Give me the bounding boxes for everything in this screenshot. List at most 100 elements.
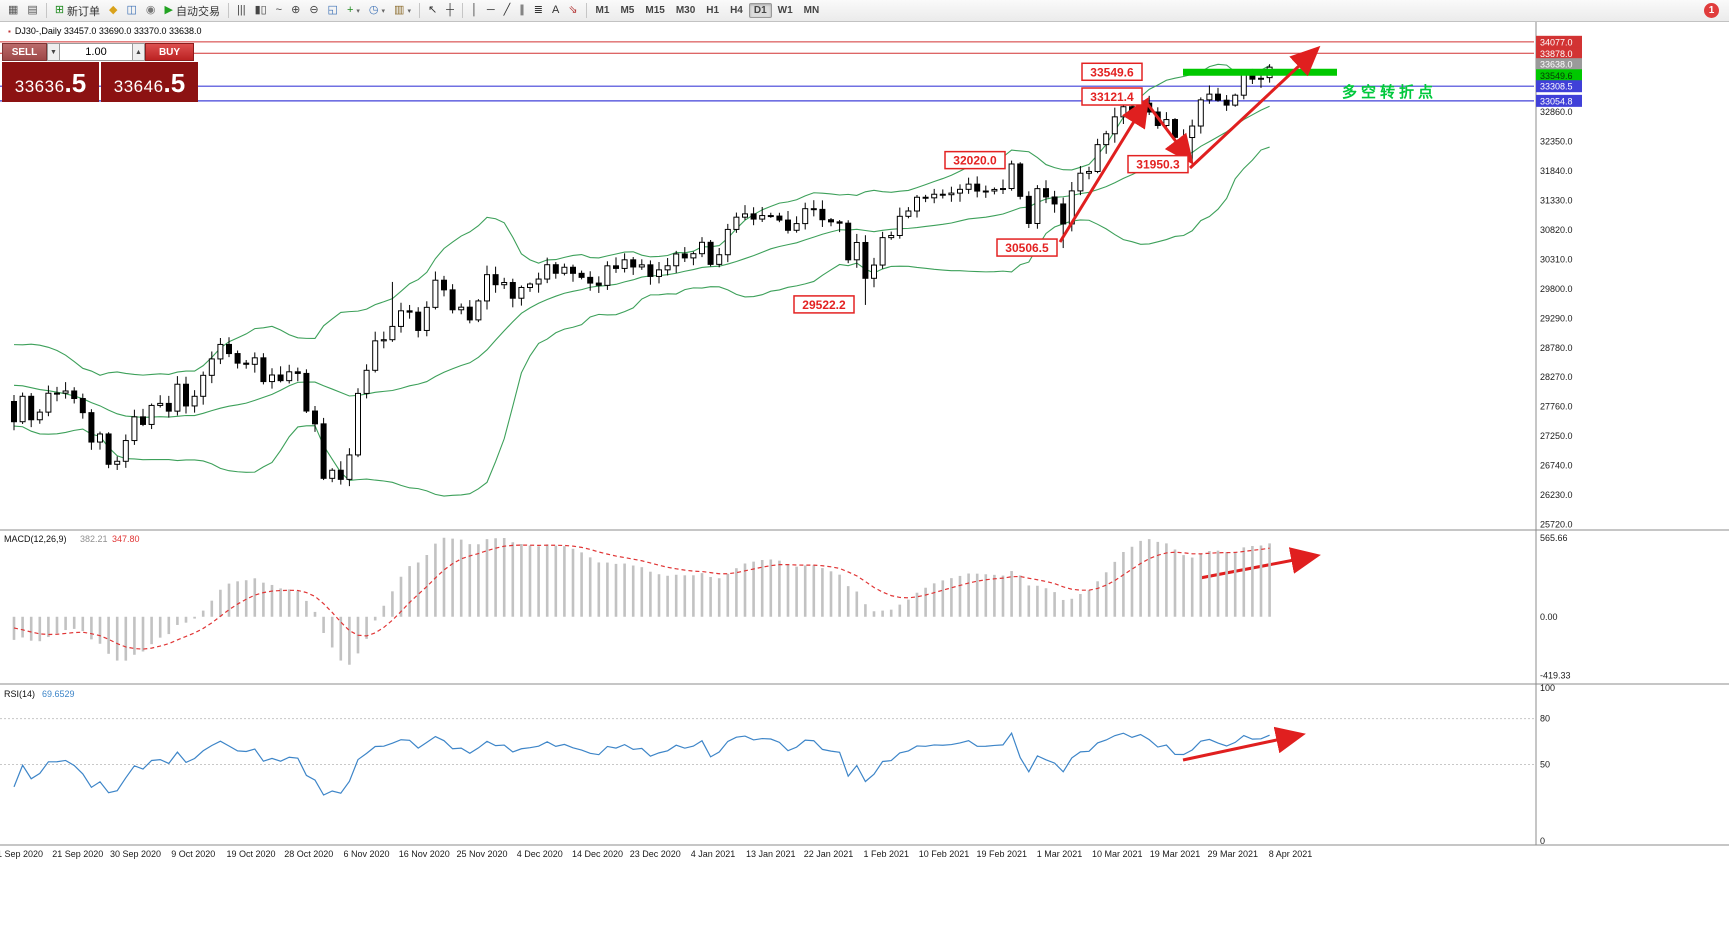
fibonacci-icon: ≣ <box>533 4 543 16</box>
notification-badge[interactable]: 1 <box>1704 3 1719 18</box>
svg-text:0.00: 0.00 <box>1540 612 1558 622</box>
volume-decrease-button[interactable]: ▼ <box>47 43 60 61</box>
candlestick-mode-icon: ▮▯ <box>254 4 267 16</box>
main-toolbar: ▦ ▤ ⊞ 新订单 ◆ ◫ ◉ ▶ 自动交易 ||| ▮▯ ~ ⊕ ⊖ ◱ + ▾ ◷ ▾ ▥ ▾ ↖ ┼ │ ─ ╱ ∥ ≣ A ⇘ M1… <box>0 0 1729 22</box>
new-chart-button[interactable]: ▦ <box>4 2 22 20</box>
trendline-button[interactable]: ╱ <box>500 2 515 20</box>
market-watch-button[interactable]: ◫ <box>123 2 141 20</box>
svg-text:33121.4: 33121.4 <box>1090 90 1134 104</box>
timeframe-m15[interactable]: M15 <box>640 3 669 18</box>
chart-profiles-button[interactable]: ▤ <box>23 2 41 20</box>
horizontal-line-button[interactable]: ─ <box>483 2 499 20</box>
svg-text:32860.0: 32860.0 <box>1540 107 1573 117</box>
text-label-icon: A <box>551 4 560 16</box>
svg-text:19 Feb 2021: 19 Feb 2021 <box>976 849 1027 859</box>
svg-text:50: 50 <box>1540 760 1550 770</box>
buy-price-display[interactable]: 33646.5 <box>101 62 198 102</box>
volume-increase-button[interactable]: ▲ <box>132 43 145 61</box>
svg-text:MACD(12,26,9): MACD(12,26,9) <box>4 534 67 544</box>
arrows-tool-icon: ⇘ <box>568 4 578 16</box>
dropdown-caret-icon: ▾ <box>381 7 386 15</box>
navigator-button[interactable]: ◉ <box>142 2 160 20</box>
toolbar-separator <box>227 3 229 18</box>
volume-input[interactable] <box>60 43 132 61</box>
timeframe-m30[interactable]: M30 <box>671 3 700 18</box>
timeframe-mn[interactable]: MN <box>799 3 825 18</box>
svg-text:多空转折点: 多空转折点 <box>1342 83 1437 101</box>
svg-text:69.6529: 69.6529 <box>42 689 75 699</box>
toolbar-separator <box>461 3 463 18</box>
buy-button[interactable]: BUY <box>145 43 194 61</box>
symbol-ohlc-text: DJ30-,Daily 33457.0 33690.0 33370.0 3363… <box>14 26 202 36</box>
svg-text:347.80: 347.80 <box>112 534 140 544</box>
periods-icon: ◷ <box>368 4 379 16</box>
auto-trading-icon: ▶ <box>164 4 173 16</box>
cursor-button[interactable]: ↖ <box>424 2 441 20</box>
svg-text:-419.33: -419.33 <box>1540 670 1571 680</box>
svg-text:25720.0: 25720.0 <box>1540 520 1573 530</box>
svg-text:10 Mar 2021: 10 Mar 2021 <box>1092 849 1143 859</box>
tile-windows-icon: ◱ <box>327 4 338 16</box>
order-controls-row: SELL ▼ ▲ BUY <box>2 43 202 61</box>
crosshair-icon: ┼ <box>446 4 454 16</box>
one-click-trading-panel: SELL ▼ ▲ BUY 33636.5 33646.5 <box>2 43 202 102</box>
svg-text:33054.8: 33054.8 <box>1540 96 1573 106</box>
auto-trading-button[interactable]: ▶ 自动交易 <box>161 2 224 20</box>
timeframe-h1[interactable]: H1 <box>701 3 724 18</box>
svg-text:21 Sep 2020: 21 Sep 2020 <box>52 849 103 859</box>
svg-text:34077.0: 34077.0 <box>1540 37 1573 47</box>
vertical-line-icon: │ <box>470 4 478 16</box>
svg-text:1 Sep 2020: 1 Sep 2020 <box>0 849 43 859</box>
svg-text:100: 100 <box>1540 683 1555 693</box>
chart-mini-icon: ▪ <box>8 26 11 36</box>
timeframe-m1[interactable]: M1 <box>591 3 615 18</box>
svg-text:27760.0: 27760.0 <box>1540 402 1573 412</box>
indicators-button[interactable]: + ▾ <box>343 2 364 20</box>
svg-text:28780.0: 28780.0 <box>1540 343 1573 353</box>
symbol-info: ▪ DJ30-,Daily 33457.0 33690.0 33370.0 33… <box>8 26 202 36</box>
svg-text:29 Mar 2021: 29 Mar 2021 <box>1207 849 1258 859</box>
sell-price-display[interactable]: 33636.5 <box>2 62 99 102</box>
line-chart-mode-button[interactable]: ~ <box>272 2 286 20</box>
new-order-label: 新订单 <box>67 5 101 18</box>
svg-text:4 Dec 2020: 4 Dec 2020 <box>517 849 563 859</box>
svg-text:29290.0: 29290.0 <box>1540 313 1573 323</box>
tile-windows-button[interactable]: ◱ <box>324 2 342 20</box>
svg-text:29800.0: 29800.0 <box>1540 284 1573 294</box>
svg-text:33549.6: 33549.6 <box>1090 65 1134 79</box>
sell-button[interactable]: SELL <box>2 43 47 61</box>
crosshair-button[interactable]: ┼ <box>442 2 458 20</box>
timeframe-w1[interactable]: W1 <box>773 3 798 18</box>
bar-chart-mode-icon: ||| <box>236 4 246 16</box>
arrows-tool-button[interactable]: ⇘ <box>564 2 581 20</box>
market-watch-icon: ◫ <box>126 4 137 16</box>
vertical-line-button[interactable]: │ <box>467 2 482 20</box>
fibonacci-button[interactable]: ≣ <box>530 2 547 20</box>
svg-text:28 Oct 2020: 28 Oct 2020 <box>284 849 333 859</box>
zoom-out-button[interactable]: ⊖ <box>305 2 322 20</box>
equidistant-channel-button[interactable]: ∥ <box>515 2 529 20</box>
alerts-button[interactable]: ◆ <box>105 2 121 20</box>
bar-chart-mode-button[interactable]: ||| <box>233 2 250 20</box>
dropdown-caret-icon: ▾ <box>356 7 360 15</box>
svg-text:31840.0: 31840.0 <box>1540 166 1573 176</box>
toolbar-separator <box>45 3 47 18</box>
templates-button[interactable]: ▥ ▾ <box>390 2 415 20</box>
timeframe-h4[interactable]: H4 <box>725 3 748 18</box>
svg-text:33308.5: 33308.5 <box>1540 82 1573 92</box>
svg-text:80: 80 <box>1540 714 1550 724</box>
svg-text:26230.0: 26230.0 <box>1540 490 1573 500</box>
svg-text:29522.2: 29522.2 <box>802 298 846 312</box>
timeframe-m5[interactable]: M5 <box>615 3 639 18</box>
zoom-in-button[interactable]: ⊕ <box>287 2 304 20</box>
periods-button[interactable]: ◷ ▾ <box>365 2 389 20</box>
zoom-in-icon: ⊕ <box>291 4 301 16</box>
text-label-button[interactable]: A <box>548 2 563 20</box>
timeframe-d1[interactable]: D1 <box>748 3 772 18</box>
svg-text:33638.0: 33638.0 <box>1540 60 1573 70</box>
svg-text:30 Sep 2020: 30 Sep 2020 <box>110 849 161 859</box>
new-order-button[interactable]: ⊞ 新订单 <box>51 2 104 20</box>
trendline-icon: ╱ <box>503 4 511 16</box>
candlestick-mode-button[interactable]: ▮▯ <box>251 2 271 20</box>
